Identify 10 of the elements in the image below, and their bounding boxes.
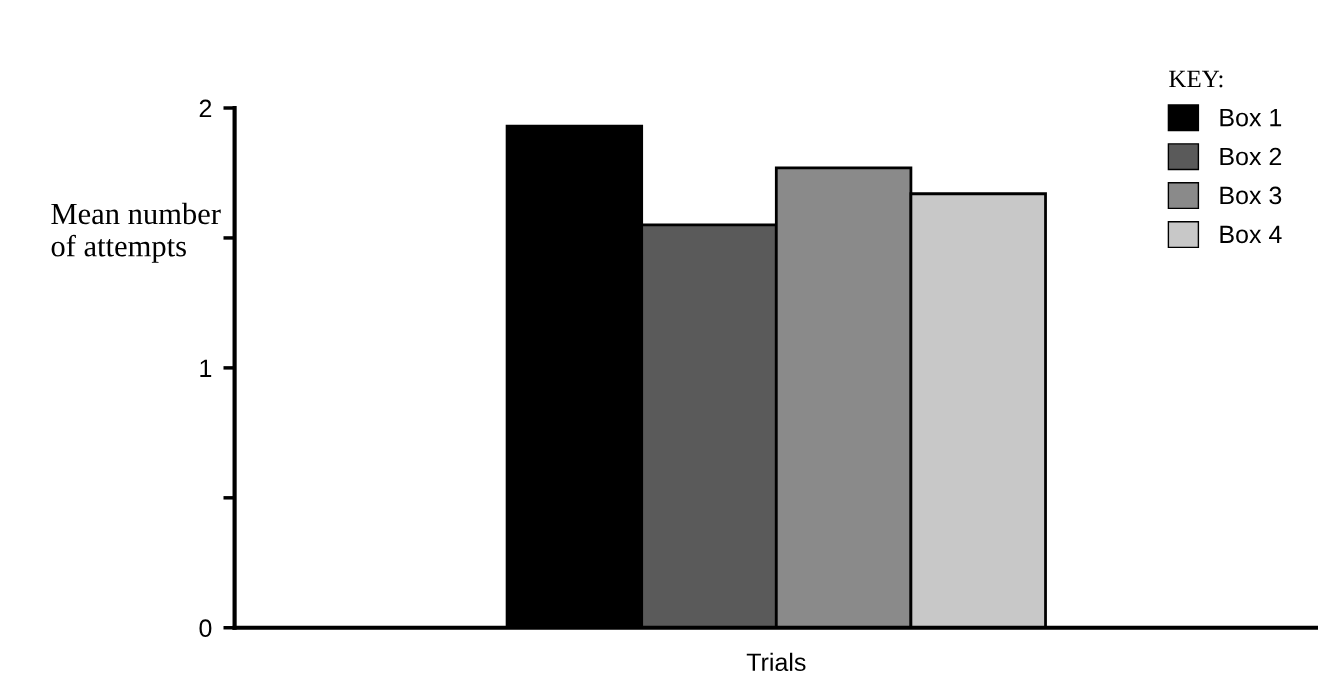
- legend-label: Box 3: [1220, 186, 1282, 205]
- legend-label: Box 4: [1220, 225, 1282, 244]
- y-tick-label: 0: [199, 619, 212, 638]
- x-axis-title: Trials: [746, 652, 806, 672]
- legend-label: Box 1: [1220, 108, 1282, 127]
- y-tick-label: 2: [199, 99, 212, 118]
- legend-title: KEY:: [1169, 70, 1223, 88]
- legend-label: Box 2: [1220, 147, 1282, 166]
- y-tick-label: 1: [200, 359, 212, 377]
- y-axis-title: Mean number of attempts: [51, 202, 221, 263]
